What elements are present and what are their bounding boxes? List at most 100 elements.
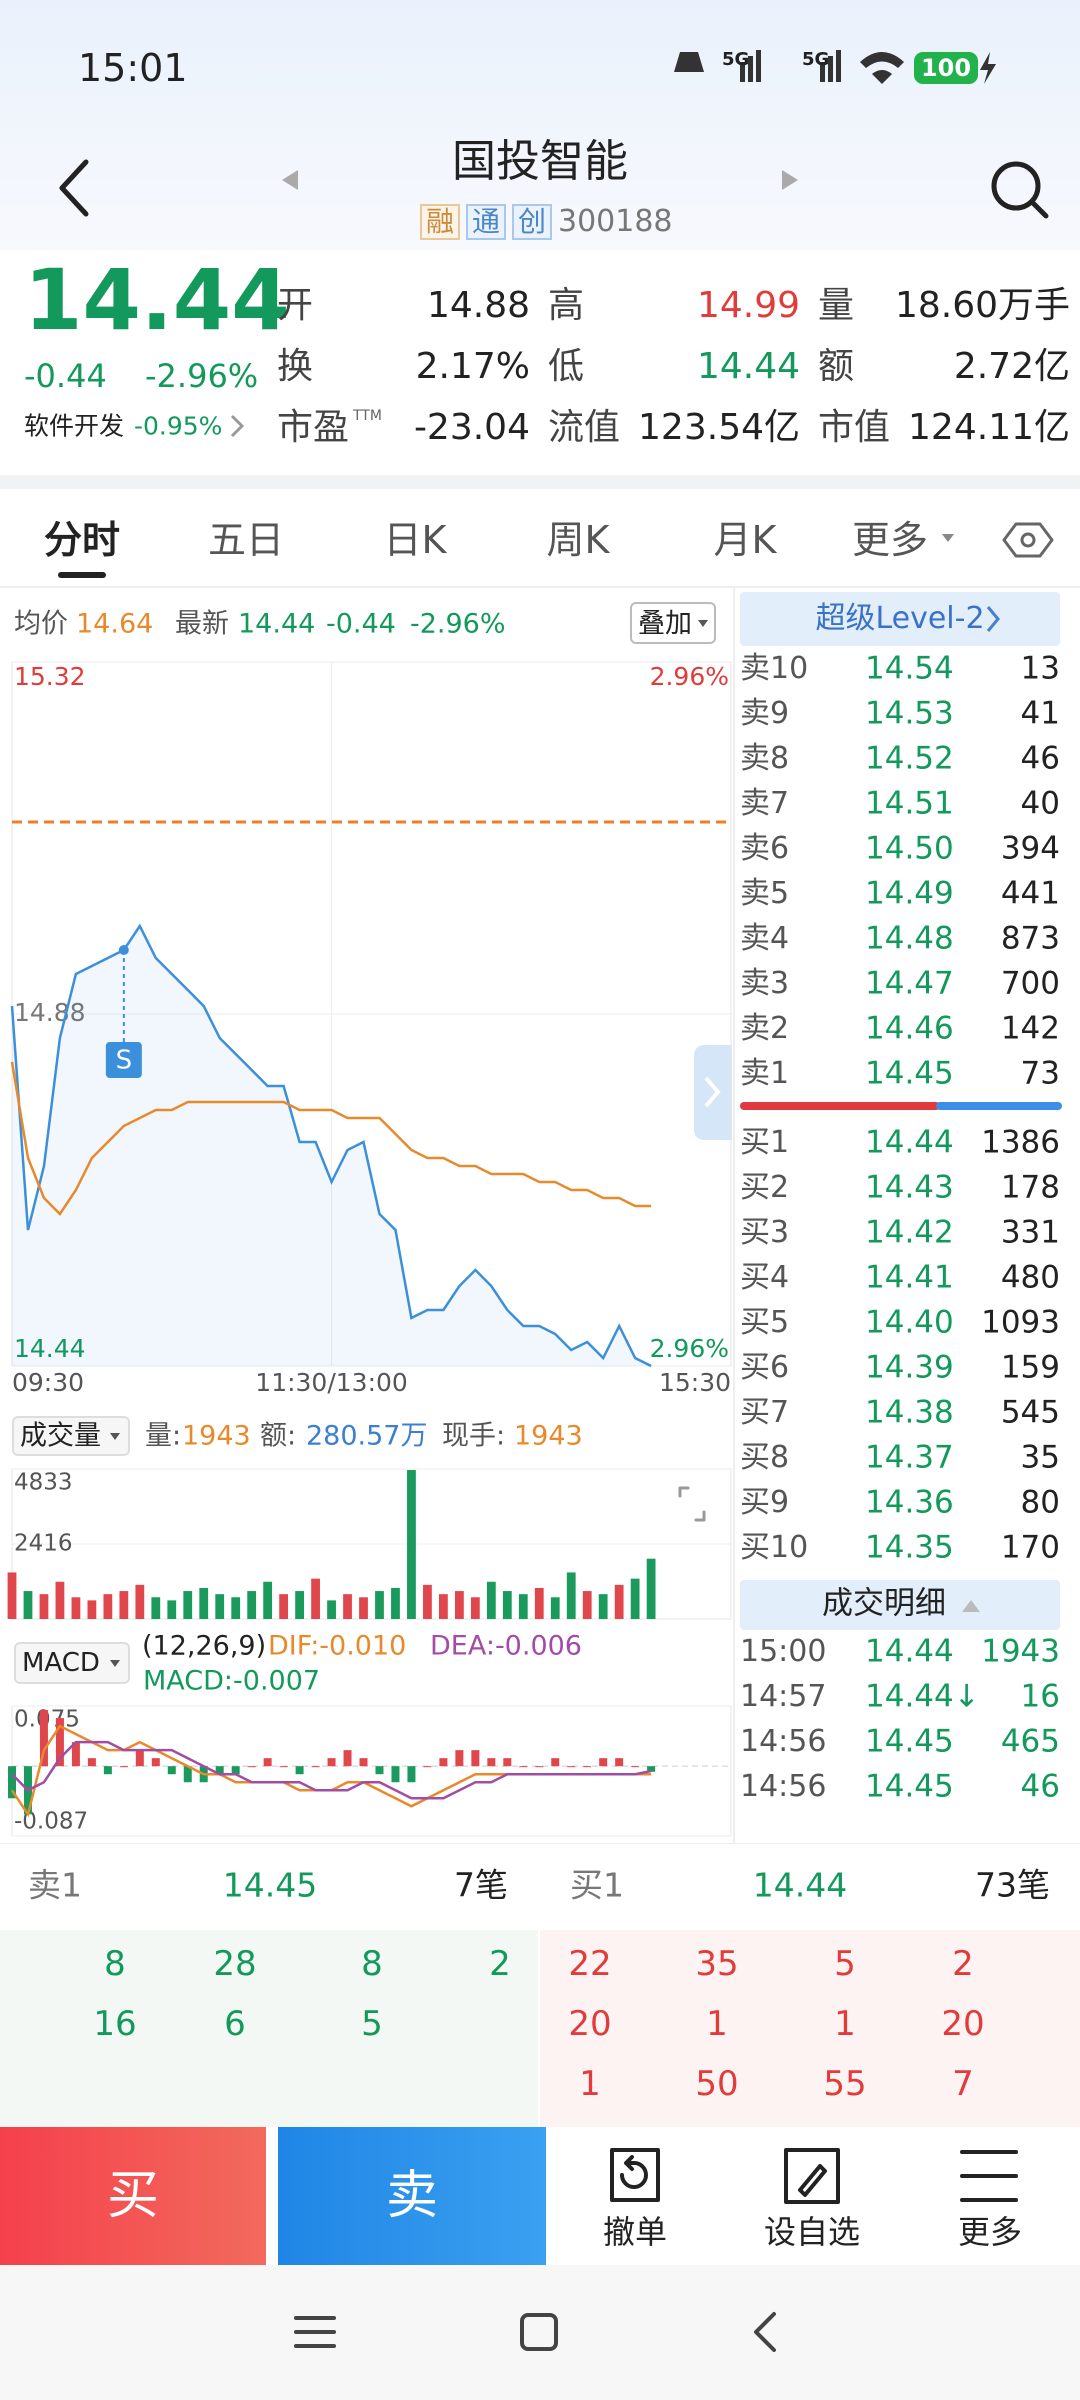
book-volume: 480 xyxy=(1000,1259,1060,1296)
book-price: 14.37 xyxy=(865,1439,954,1476)
level2-chevron xyxy=(986,606,1000,632)
level2-header-bg[interactable] xyxy=(740,592,1060,646)
book-level: 卖10 xyxy=(740,651,809,686)
field-label: 量 xyxy=(818,285,855,326)
book-level: 卖3 xyxy=(740,966,790,1001)
sell-button[interactable] xyxy=(278,2127,546,2265)
volume-bar xyxy=(199,1587,209,1619)
book-price: 14.38 xyxy=(865,1394,954,1431)
volume-bar xyxy=(582,1591,592,1619)
buy-button[interactable] xyxy=(0,2127,266,2265)
price-line xyxy=(10,923,652,1368)
trade-marker-box xyxy=(105,1042,142,1078)
tab[interactable]: 更多 xyxy=(851,518,929,562)
queue-order: 55 xyxy=(823,2064,867,2104)
book-price: 14.53 xyxy=(865,695,954,732)
side-handle[interactable] xyxy=(694,1045,732,1140)
sell-label[interactable]: 卖 xyxy=(385,2166,439,2226)
network-label: 5G xyxy=(802,49,830,70)
field-sup: TTM xyxy=(353,408,382,424)
volume-select[interactable] xyxy=(12,1416,130,1456)
queue-bid-bg xyxy=(540,1930,1080,2127)
macd-bar xyxy=(615,1758,624,1767)
y2-tick-label: 2.96% xyxy=(650,1334,729,1363)
signal-bars xyxy=(836,50,841,82)
overlay-button[interactable] xyxy=(630,602,716,644)
tab[interactable]: 五日 xyxy=(207,518,285,562)
book-level: 卖9 xyxy=(740,696,790,731)
book-volume: 873 xyxy=(1000,920,1060,957)
dea-line xyxy=(11,1740,652,1800)
book-level: 买2 xyxy=(740,1170,790,1205)
book-price: 14.43 xyxy=(865,1169,954,1206)
action-label[interactable]: 设自选 xyxy=(763,2213,861,2251)
trade-price: 14.44 xyxy=(865,1633,954,1670)
nav-menu[interactable] xyxy=(294,2316,336,2348)
chart-frame xyxy=(11,1705,732,1837)
action-label[interactable]: 撤单 xyxy=(602,2213,668,2251)
latest-price: 14.44 xyxy=(238,608,316,640)
volume-title[interactable]: 成交量 xyxy=(20,1420,101,1452)
sector-name[interactable]: 软件开发 xyxy=(24,411,125,441)
settings-icon[interactable] xyxy=(1002,522,1054,558)
volume-bar xyxy=(119,1591,129,1619)
queue-order: 20 xyxy=(568,2004,612,2044)
book-level: 卖8 xyxy=(740,741,790,776)
volume-bar xyxy=(71,1597,81,1619)
book-volume: 13 xyxy=(1020,650,1060,687)
next-stock[interactable] xyxy=(782,170,798,190)
macd-bar xyxy=(183,1766,192,1783)
volume-bar xyxy=(247,1591,257,1619)
nav-bar-bg xyxy=(0,2265,1080,2400)
macd-bar xyxy=(567,1766,576,1768)
tab[interactable]: 分时 xyxy=(43,518,121,562)
book-level: 买4 xyxy=(740,1260,790,1295)
macd-bar xyxy=(391,1766,400,1783)
edit-icon[interactable] xyxy=(784,2148,840,2204)
back-icon[interactable] xyxy=(59,159,89,217)
field-label: 额 xyxy=(818,346,855,387)
queue-count: 7笔 xyxy=(454,1865,508,1905)
book-volume: 1093 xyxy=(981,1304,1060,1341)
undo-icon[interactable] xyxy=(610,2148,660,2202)
trade-volume: 16 xyxy=(1020,1678,1060,1715)
macd-bar xyxy=(119,1766,128,1768)
book-volume: 394 xyxy=(1000,830,1060,867)
prev-stock[interactable] xyxy=(282,170,298,190)
trades-title[interactable]: 成交明细 xyxy=(822,1585,946,1622)
volume-bar xyxy=(295,1591,304,1619)
expand-icon[interactable] xyxy=(678,1486,690,1498)
level2-title[interactable]: 超级Level-2 xyxy=(815,601,985,636)
tab[interactable]: 周K xyxy=(546,518,610,562)
book-volume: 80 xyxy=(1020,1484,1060,1521)
buy-label[interactable]: 买 xyxy=(106,2166,160,2226)
ratio-bid xyxy=(936,1102,1062,1110)
field-value: 14.99 xyxy=(696,285,800,326)
queue-order: 50 xyxy=(695,2064,739,2104)
tab[interactable]: 日K xyxy=(383,518,447,562)
volume-bar xyxy=(167,1600,177,1619)
tab[interactable]: 月K xyxy=(713,518,777,562)
more-icon[interactable] xyxy=(960,2150,1018,2202)
trades-header-bg[interactable] xyxy=(740,1580,1060,1630)
nav-home[interactable] xyxy=(520,2313,558,2351)
nav-back[interactable] xyxy=(754,2312,776,2352)
macd-select[interactable] xyxy=(14,1642,130,1684)
book-price: 14.36 xyxy=(865,1484,954,1521)
book-volume: 545 xyxy=(1000,1394,1060,1431)
book-volume: 170 xyxy=(1000,1529,1060,1566)
sector-chevron[interactable] xyxy=(230,414,245,438)
overlay-label[interactable]: 叠加 xyxy=(638,608,692,640)
volume-bar xyxy=(391,1587,400,1619)
field-value: -23.04 xyxy=(413,407,530,448)
search-icon[interactable] xyxy=(991,161,1041,211)
latest-label: 最新 xyxy=(175,608,229,640)
stock-tag: 创 xyxy=(511,204,553,240)
action-label[interactable]: 更多 xyxy=(957,2213,1023,2251)
macd-bar xyxy=(599,1758,608,1767)
queue-order: 1 xyxy=(834,2004,856,2044)
macd-title[interactable]: MACD xyxy=(22,1648,100,1678)
ratio-ask xyxy=(740,1102,940,1110)
book-level: 卖1 xyxy=(740,1056,790,1091)
